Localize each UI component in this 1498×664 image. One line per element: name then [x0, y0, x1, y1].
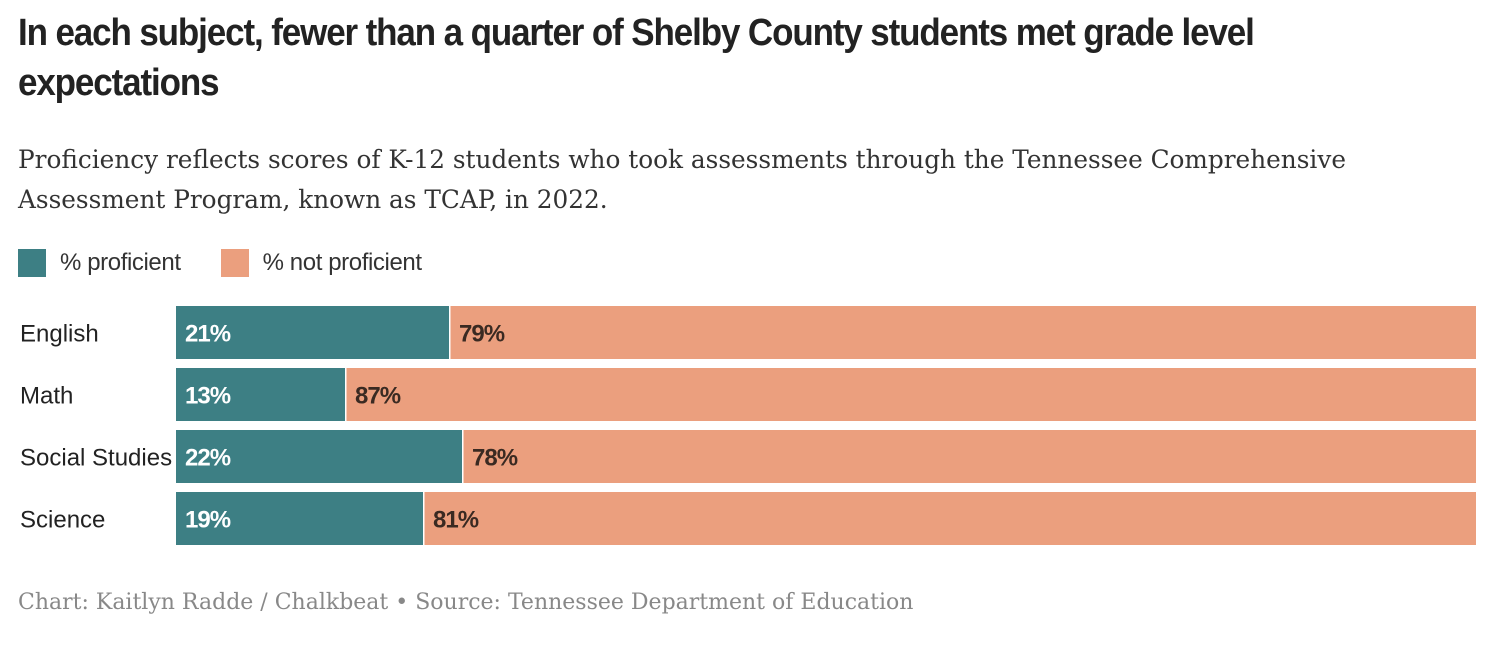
- legend-item-not-proficient: % not proficient: [220, 249, 422, 277]
- legend-swatch-proficient: [18, 249, 46, 277]
- bar-science-not-proficient: [424, 492, 1476, 545]
- chart-title: In each subject, fewer than a quarter of…: [18, 12, 1255, 104]
- category-label-social-studies: Social Studies: [20, 445, 172, 472]
- data-label-social-studies-proficient: 22%: [185, 445, 231, 472]
- bar-social-studies-not-proficient: [463, 430, 1476, 483]
- bar-math-proficient: [176, 368, 345, 421]
- chart-subtitle: Proficiency reflects scores of K-12 stud…: [18, 145, 1346, 214]
- bar-math-not-proficient: [346, 368, 1476, 421]
- legend-label-proficient: % proficient: [60, 249, 181, 276]
- data-label-science-proficient: 19%: [185, 507, 231, 534]
- category-label-english: English: [20, 321, 99, 348]
- data-label-math-proficient: 13%: [185, 383, 231, 410]
- bar-social-studies-proficient: [176, 430, 462, 483]
- plot-area: English 21% 79% Math 13% 87% Social Studies 22%…: [20, 306, 1476, 545]
- bar-science-proficient: [176, 492, 423, 545]
- legend-label-not-proficient: % not proficient: [262, 249, 422, 276]
- chart-credit: Chart: Kaitlyn Radde / Chalkbeat • Sourc…: [18, 590, 914, 615]
- legend: % proficient % not proficient: [18, 247, 462, 279]
- bar-english-not-proficient: [450, 306, 1476, 359]
- data-label-math-not-proficient: 87%: [355, 383, 401, 410]
- data-label-english-not-proficient: 79%: [459, 321, 505, 348]
- data-label-science-not-proficient: 81%: [433, 507, 479, 534]
- data-label-english-proficient: 21%: [185, 321, 231, 348]
- legend-swatch-not-proficient: [220, 249, 249, 277]
- category-label-math: Math: [20, 383, 73, 410]
- data-label-social-studies-not-proficient: 78%: [472, 445, 518, 472]
- legend-item-proficient: % proficient: [18, 249, 181, 277]
- category-label-science: Science: [20, 507, 105, 534]
- bar-english-proficient: [176, 306, 449, 359]
